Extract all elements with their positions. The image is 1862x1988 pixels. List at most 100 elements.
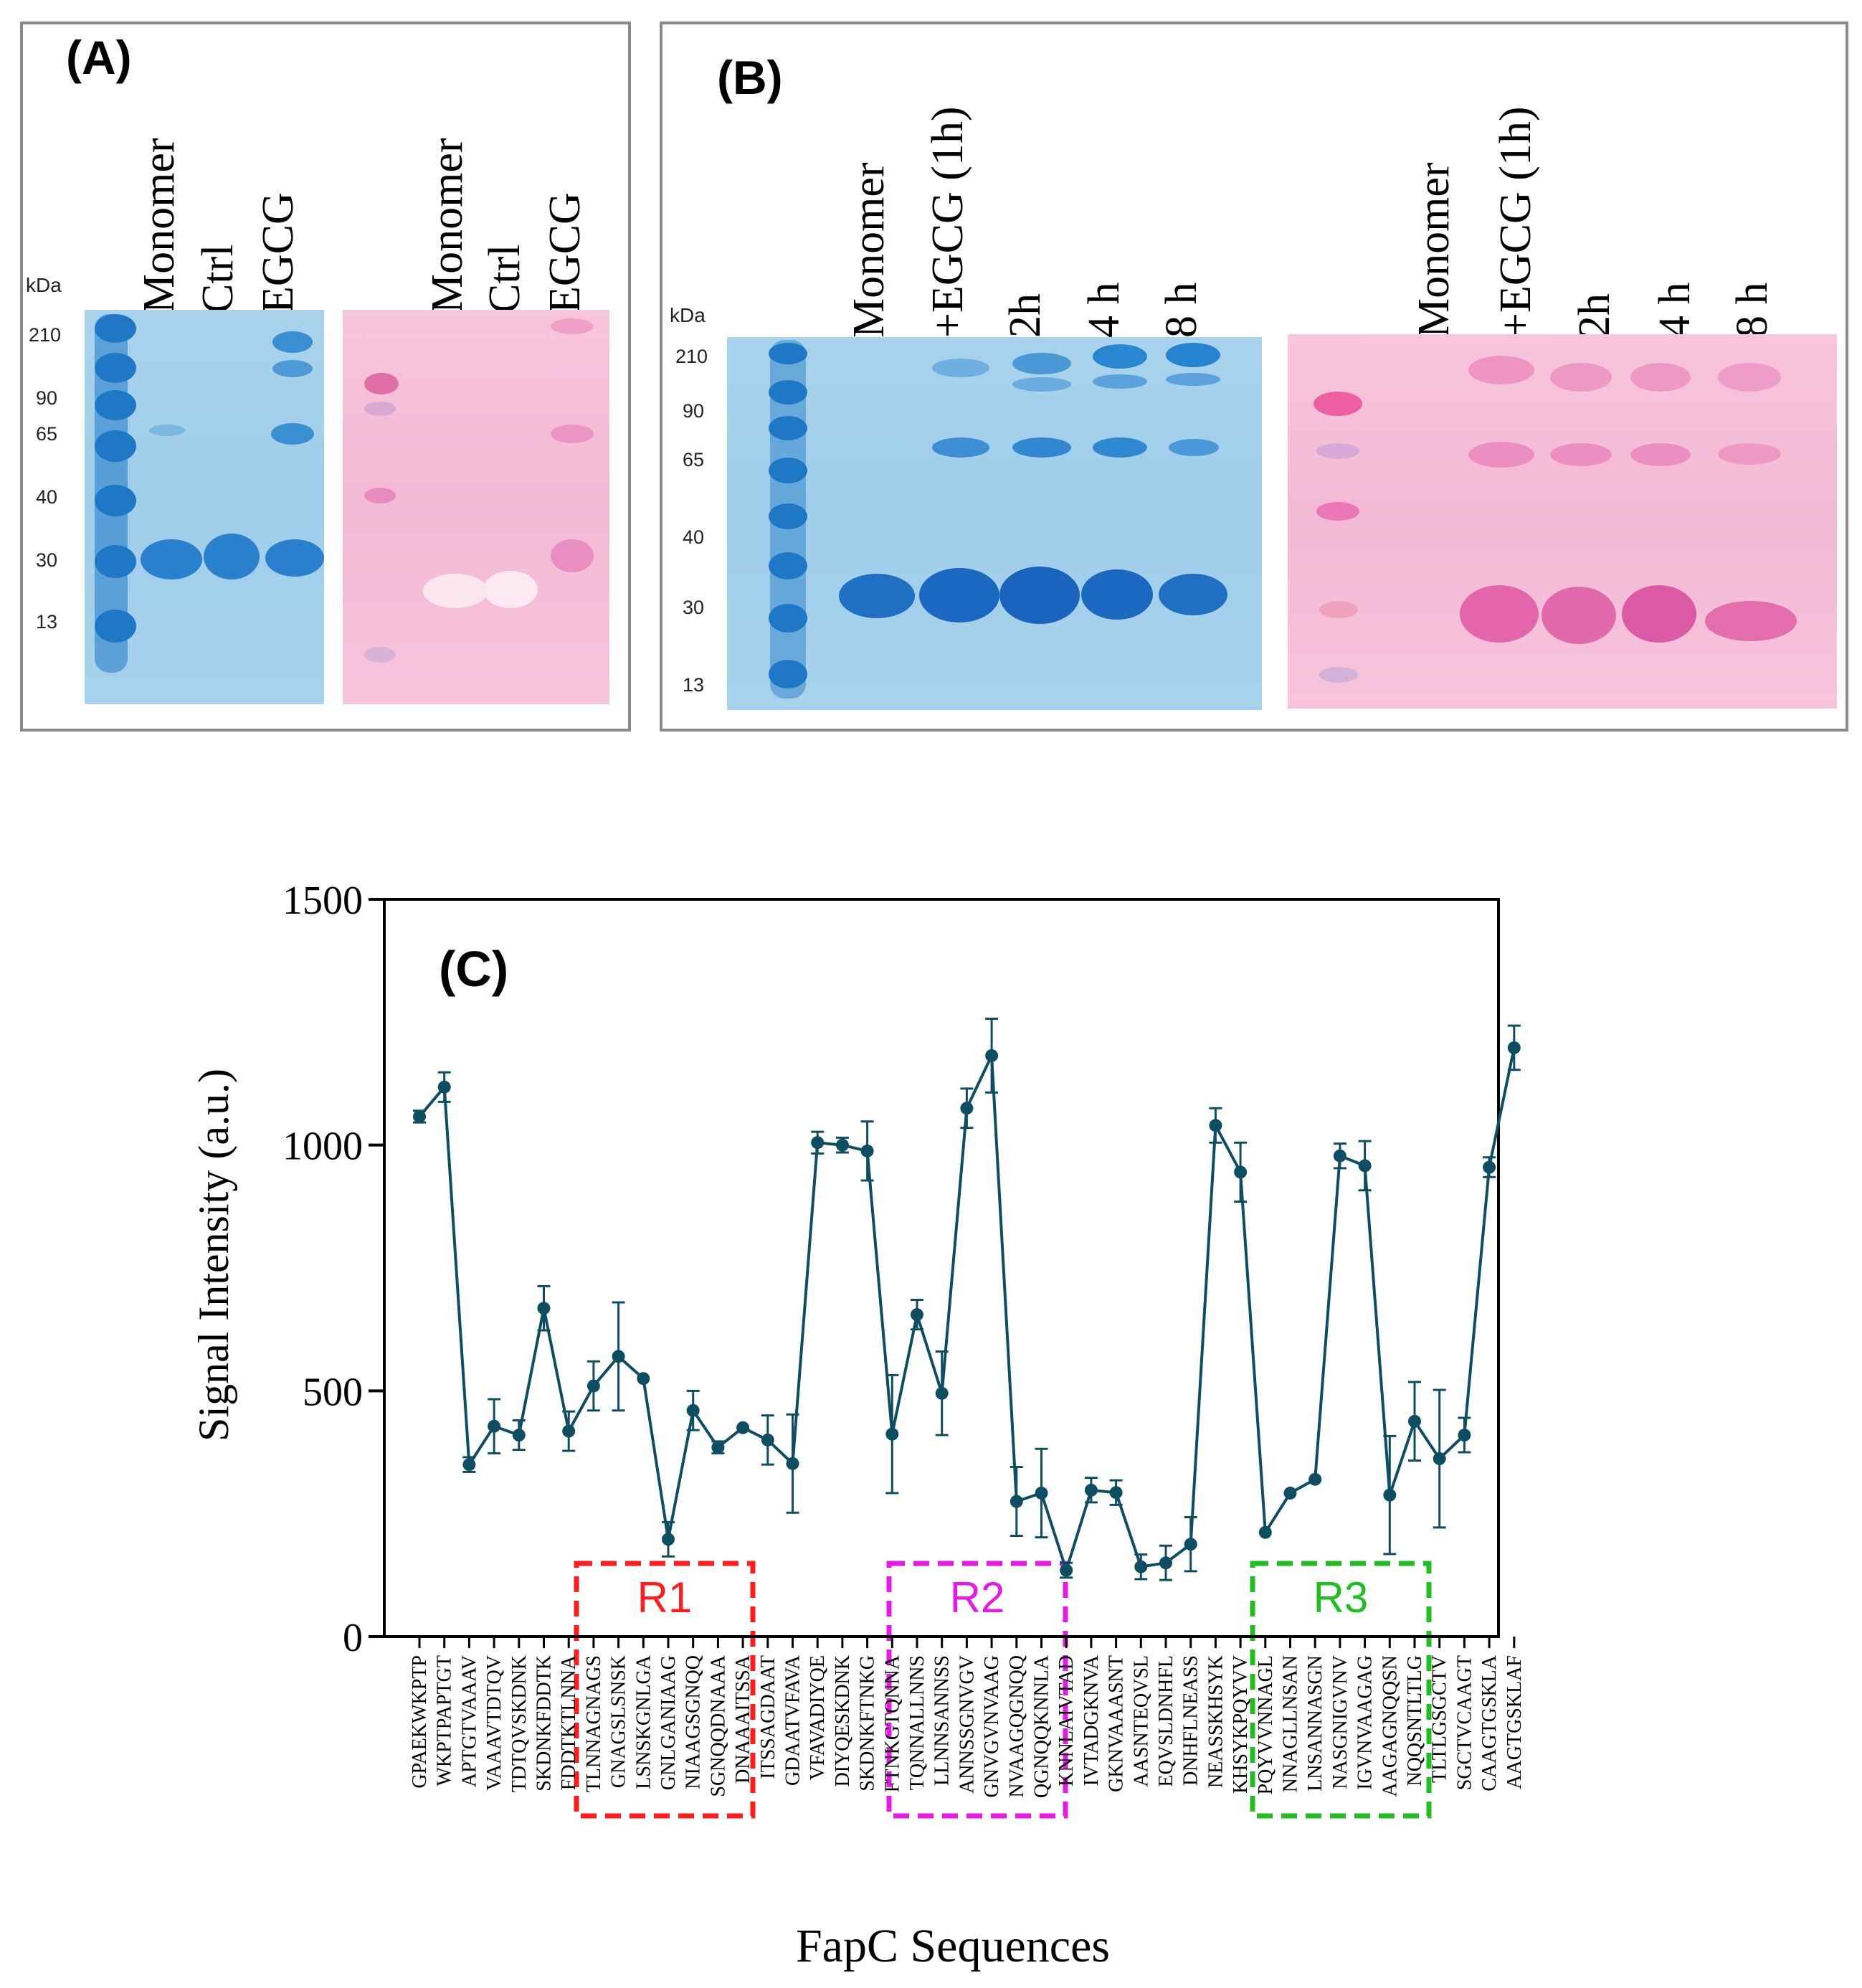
data-point xyxy=(1433,1452,1446,1465)
x-tick-label: LLNNSANNSS xyxy=(931,1655,954,1786)
x-tick-label: PQYVVNNAGL xyxy=(1255,1655,1277,1794)
x-tick-label: EQVSLDNHFL xyxy=(1155,1655,1177,1787)
pink-ladder-band xyxy=(1316,502,1359,521)
egcg-2h-band-65 xyxy=(1012,437,1071,458)
pink-ladder-band xyxy=(1314,392,1362,416)
data-point xyxy=(1308,1472,1322,1486)
panel-a-kda-label: kDa xyxy=(26,274,62,296)
series-layer xyxy=(413,1018,1521,1581)
x-tick-label: FTNKGTQNNA xyxy=(881,1655,903,1792)
panel-a-label: (A) xyxy=(66,31,132,84)
data-point xyxy=(686,1404,700,1417)
x-tick-label: LSNSKGNLGA xyxy=(632,1655,655,1789)
data-point xyxy=(835,1138,849,1152)
egcg-band-65 xyxy=(271,423,314,445)
ladder-band xyxy=(769,343,807,364)
egcg-band-90 xyxy=(272,360,313,377)
data-point xyxy=(911,1308,923,1322)
panel-b-kda-label: kDa xyxy=(670,304,706,326)
egcg-2h-pink-band-210 xyxy=(1550,363,1612,392)
x-tick-label: KHSYKPQYVV xyxy=(1230,1655,1252,1794)
x-tick-label: GNLGANIAAG xyxy=(657,1655,680,1790)
x-tick-label: GNVGVNVAAG xyxy=(981,1655,1003,1798)
data-point xyxy=(537,1302,551,1315)
x-tick-label: KNNLAIVTAD xyxy=(1055,1655,1078,1786)
data-point xyxy=(488,1419,501,1433)
monomer-band xyxy=(141,539,202,579)
data-point xyxy=(462,1458,476,1472)
data-point xyxy=(1109,1486,1123,1500)
regions-layer: R1 R2 R3 xyxy=(574,1561,1432,1819)
x-tick-label: GPAEKWKPTP xyxy=(409,1655,431,1789)
axes-layer: 0 500 1000 1500 GPAEKWKPTP WKPTPAPTGT APTGTVAA… xyxy=(282,879,1526,1798)
ladder-band xyxy=(769,660,807,688)
panel-b-marker-40: 40 xyxy=(683,526,705,548)
x-tick-label: SGCTVCAAGT xyxy=(1453,1655,1476,1790)
data-point xyxy=(985,1049,999,1062)
x-tick-label: NVAAGQGNQQ xyxy=(1006,1655,1028,1798)
ladder-band xyxy=(769,503,807,529)
data-point xyxy=(637,1372,650,1386)
egcg-1h-pink-band-65 xyxy=(1468,442,1534,468)
egcg-8h-pink-band-210 xyxy=(1718,363,1781,392)
panel-a-coomassie-gel xyxy=(85,310,324,704)
x-tick-label: CAAGTGSKLA xyxy=(1478,1655,1501,1791)
panel-b-coomassie-gel xyxy=(727,337,1262,710)
panel-a-marker-30: 30 xyxy=(36,549,58,571)
x-tick-label: GKNVAAASNT xyxy=(1106,1655,1128,1792)
data-point xyxy=(1159,1556,1172,1570)
x-tick-label: LNSANNASGN xyxy=(1304,1655,1326,1791)
ctrl-white-spot xyxy=(483,571,538,608)
panel-a-marker-13: 13 xyxy=(36,611,58,633)
data-point xyxy=(1458,1429,1471,1442)
panel-b-marker-210: 210 xyxy=(675,346,708,367)
x-tick-label: ANNSSGNVGV xyxy=(956,1655,978,1794)
x-tick-label: QGNQQKNNLA xyxy=(1031,1655,1053,1798)
pink-ladder-band xyxy=(364,402,396,416)
egcg-2h-pink-band-65 xyxy=(1550,443,1612,466)
data-point xyxy=(413,1109,426,1123)
x-tick-label: SKDNKFTNKG xyxy=(857,1655,879,1791)
data-point xyxy=(662,1533,675,1546)
pink-ladder-band xyxy=(364,373,399,394)
data-point xyxy=(960,1102,974,1115)
panel-b-marker-30: 30 xyxy=(683,597,705,618)
egcg-2h-band-90 xyxy=(1012,377,1071,392)
data-point xyxy=(1035,1486,1048,1500)
egcg-8h-band-90 xyxy=(1166,373,1220,386)
data-point xyxy=(711,1441,725,1454)
x-tick-label: NASGNIGVNV xyxy=(1329,1655,1352,1789)
data-point xyxy=(736,1421,750,1434)
data-point xyxy=(1408,1414,1421,1428)
x-tick-label: SGNQQDNAAA xyxy=(707,1655,729,1797)
data-point xyxy=(1234,1165,1248,1179)
region-label-r1: R1 xyxy=(637,1573,693,1622)
region-label-r3: R3 xyxy=(1314,1573,1369,1622)
data-point xyxy=(1283,1486,1297,1500)
y-tick-label: 0 xyxy=(343,1616,363,1660)
data-point xyxy=(786,1457,799,1470)
x-tick-label: DIYQESKDNK xyxy=(832,1655,854,1787)
x-tick-label: DNAAAITSSA xyxy=(732,1655,754,1784)
panel-b-label: (B) xyxy=(717,51,783,104)
data-point xyxy=(1483,1160,1496,1174)
x-tick-label: NQQSNTLTLG xyxy=(1404,1655,1426,1786)
panel-a-stain-blot xyxy=(343,310,609,704)
egcg-1h-pink-band-30 xyxy=(1460,585,1539,643)
egcg-pink-band-210 xyxy=(551,318,594,334)
pink-ladder-band xyxy=(1316,443,1359,459)
data-point xyxy=(1507,1041,1521,1054)
y-tick-label: 1000 xyxy=(282,1125,363,1169)
egcg-1h-pink-band-210 xyxy=(1468,356,1534,384)
panel-a-frame xyxy=(20,22,631,732)
region-box-r3 xyxy=(1250,1561,1432,1819)
egcg-4h-band-90 xyxy=(1093,374,1147,389)
panel-b-marker-65: 65 xyxy=(683,449,705,470)
x-tick-label: ITSSAGDAAT xyxy=(757,1655,779,1779)
egcg-8h-pink-band-30 xyxy=(1705,601,1797,641)
data-point xyxy=(586,1379,600,1393)
data-point xyxy=(935,1386,949,1400)
panel-b-frame xyxy=(660,22,1848,732)
ctrl-band xyxy=(204,534,260,579)
region-box-r1 xyxy=(574,1561,756,1819)
